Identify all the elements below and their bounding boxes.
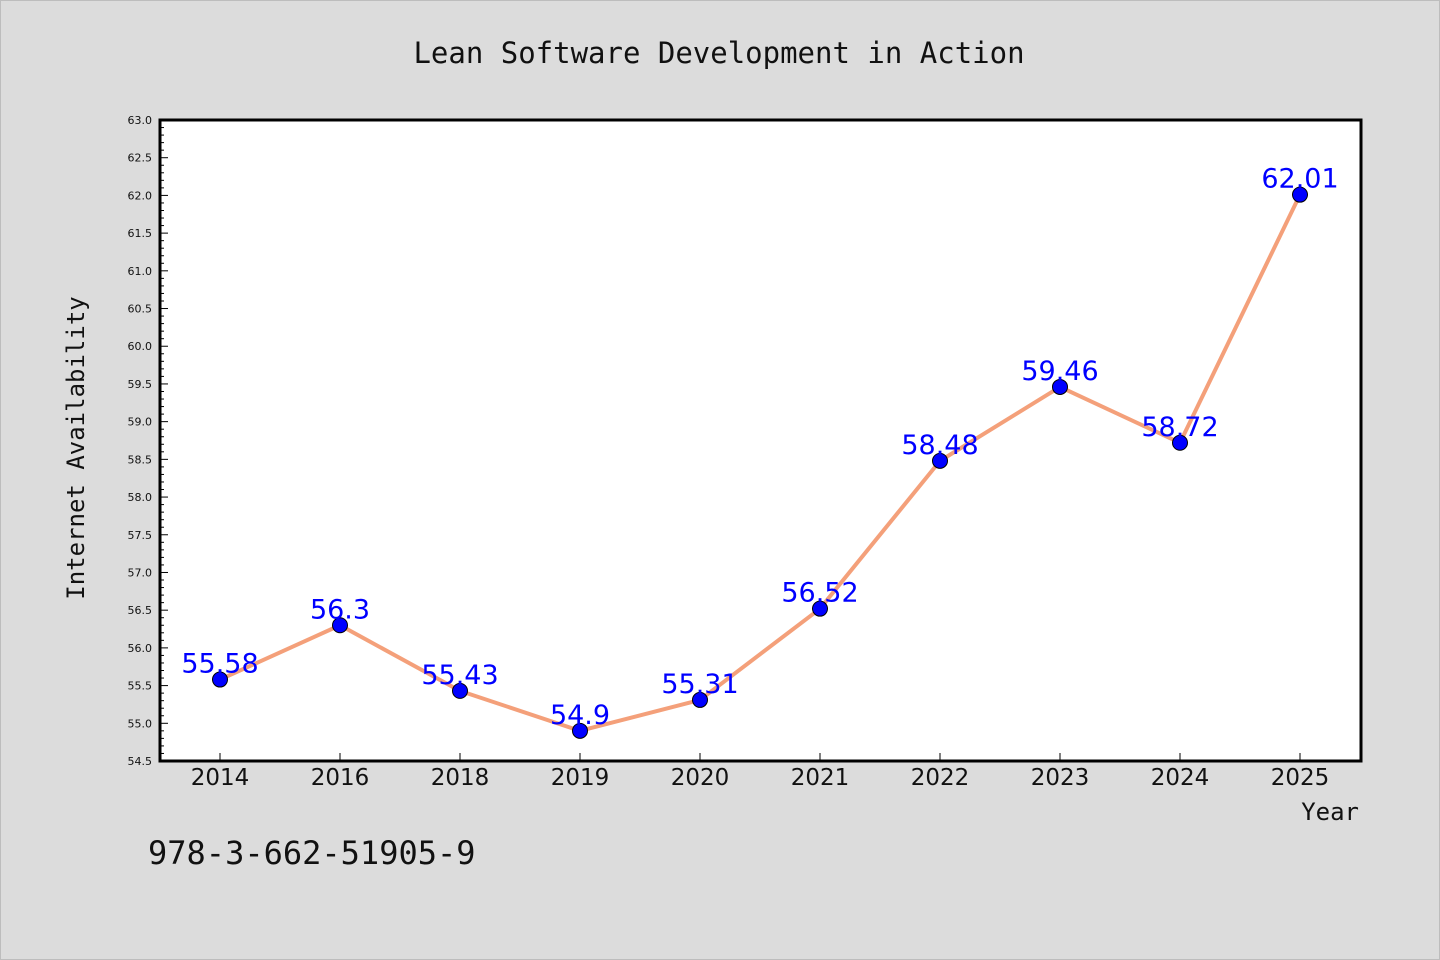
x-tick-label: 2019 <box>551 765 610 791</box>
data-point <box>932 452 948 469</box>
x-tick-label: 2016 <box>311 765 370 791</box>
data-point <box>1052 378 1068 395</box>
data-label: 55.43 <box>421 660 498 691</box>
plot-border <box>158 118 1363 763</box>
data-point <box>212 671 228 688</box>
data-label: 62.01 <box>1261 164 1338 195</box>
data-label: 55.31 <box>661 669 738 700</box>
y-tick-label: 62.0 <box>128 189 153 202</box>
x-axis-label: Year <box>1301 798 1359 826</box>
y-tick-label: 55.0 <box>128 717 153 730</box>
y-tick-label: 59.0 <box>128 416 153 429</box>
y-tick-label: 61.0 <box>128 265 153 278</box>
y-tick-label: 60.5 <box>128 303 153 316</box>
y-tick-label: 63.0 <box>128 114 153 127</box>
data-label: 58.72 <box>1141 412 1218 443</box>
data-label: 56.52 <box>781 578 858 609</box>
data-point <box>332 617 348 634</box>
x-tick-label: 2022 <box>911 765 970 791</box>
x-tick-label: 2014 <box>191 765 250 791</box>
data-label: 58.48 <box>901 430 978 461</box>
data-point <box>572 722 588 739</box>
series-layer: 55.58 56.3 55.43 54.9 55.31 56.52 58.48 59.46 58… <box>181 164 1339 739</box>
y-tick-label: 54.5 <box>128 755 153 768</box>
y-axis-label: Internet Availability <box>62 296 90 599</box>
y-tick-label: 58.0 <box>128 491 153 504</box>
data-point <box>692 691 708 708</box>
x-axis: 2014 2016 2018 2019 2020 2021 2022 2023 2024 2025 <box>191 753 1330 791</box>
x-tick-label: 2020 <box>671 765 730 791</box>
y-tick-label: 55.5 <box>128 680 153 693</box>
data-point <box>812 600 828 617</box>
data-label: 55.58 <box>181 649 258 680</box>
x-tick-label: 2023 <box>1031 765 1090 791</box>
y-tick-label: 59.5 <box>128 378 153 391</box>
x-tick-label: 2024 <box>1151 765 1210 791</box>
data-label: 54.9 <box>550 700 610 731</box>
y-tick-label: 58.5 <box>128 453 153 466</box>
series-line <box>219 193 1302 733</box>
data-label: 59.46 <box>1021 356 1098 387</box>
y-tick-label: 60.0 <box>128 340 153 353</box>
isbn-footer: 978-3-662-51905-9 <box>148 834 476 872</box>
x-tick-label: 2021 <box>791 765 850 791</box>
data-point <box>1292 186 1308 203</box>
y-tick-label: 57.5 <box>128 529 153 542</box>
y-tick-label: 61.5 <box>128 227 153 240</box>
y-axis: 54.5 55.0 55.5 56.0 56.5 57.0 57.5 58.0 58.5 59.0… <box>128 114 168 768</box>
y-tick-label: 56.0 <box>128 642 153 655</box>
data-point <box>1172 434 1188 451</box>
y-tick-label: 56.5 <box>128 604 153 617</box>
x-tick-label: 2025 <box>1271 765 1330 791</box>
chart-title: Lean Software Development in Action <box>413 36 1024 70</box>
y-tick-label: 57.0 <box>128 566 153 579</box>
y-tick-label: 62.5 <box>128 152 153 165</box>
data-point <box>452 682 468 699</box>
x-tick-label: 2018 <box>431 765 490 791</box>
data-label: 56.3 <box>310 594 370 625</box>
